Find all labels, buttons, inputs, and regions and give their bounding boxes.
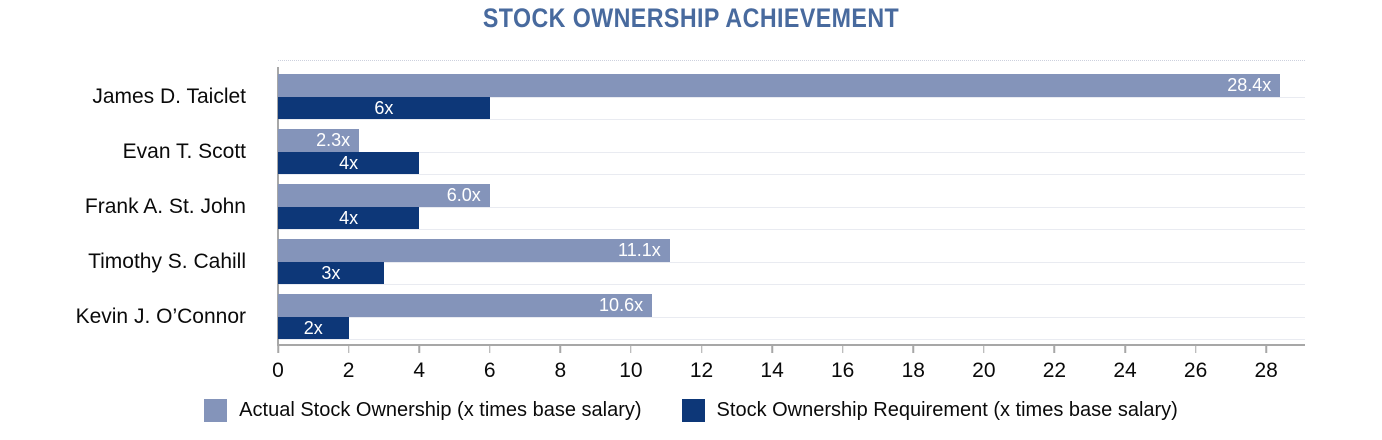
axis-tick-label: 8 bbox=[554, 359, 567, 382]
requirement-bar-slot: 3x bbox=[278, 261, 1305, 284]
actual-bar-slot: 28.4x bbox=[278, 74, 1305, 97]
axis-tick-label: 0 bbox=[272, 359, 284, 382]
requirement-bar: 3x bbox=[278, 261, 384, 284]
bar-rows: 28.4x 6x 2.3x 4x 6.0x 4x 11.1x 3x 10.6x 2x bbox=[278, 69, 1305, 344]
bar-value-label: 4x bbox=[339, 152, 359, 173]
axis-tick-label: 4 bbox=[413, 359, 425, 382]
chart-title-text: STOCK OWNERSHIP ACHIEVEMENT bbox=[482, 3, 900, 33]
bar-row: 6.0x 4x bbox=[278, 179, 1305, 234]
bar-value-label: 4x bbox=[339, 207, 359, 228]
bar-value-label: 6x bbox=[374, 97, 394, 118]
axis-tick-mark bbox=[1265, 344, 1267, 353]
legend-item: Actual Stock Ownership (x times base sal… bbox=[204, 399, 642, 422]
bar-row: 2.3x 4x bbox=[278, 124, 1305, 179]
actual-bar-slot: 11.1x bbox=[278, 239, 1305, 262]
bar-value-label: 6.0x bbox=[446, 185, 481, 205]
bar-value-label: 10.6x bbox=[599, 295, 644, 315]
bar-value-label: 2.3x bbox=[316, 130, 351, 150]
axis-tick-mark bbox=[277, 344, 279, 353]
axis-tick-label: 10 bbox=[619, 359, 643, 382]
category-label: Timothy S. Cahill bbox=[88, 249, 246, 273]
axis-tick-mark bbox=[630, 344, 632, 353]
bar-value-label: 11.1x bbox=[618, 240, 661, 260]
actual-bar: 6.0x bbox=[278, 184, 490, 207]
chart-title: STOCK OWNERSHIP ACHIEVEMENT bbox=[0, 3, 1382, 34]
axis-tick-label: 22 bbox=[1042, 359, 1067, 382]
axis-tick-mark bbox=[912, 344, 914, 353]
requirement-bar: 4x bbox=[278, 206, 420, 229]
bar-value-label: 3x bbox=[321, 262, 341, 283]
bar-row: 11.1x 3x bbox=[278, 234, 1305, 289]
requirement-bar-slot: 4x bbox=[278, 151, 1305, 174]
actual-bar-slot: 2.3x bbox=[278, 129, 1305, 152]
axis-tick-label: 6 bbox=[483, 359, 496, 382]
bar-value-label: 2x bbox=[303, 317, 323, 338]
axis-tick-mark bbox=[1124, 344, 1126, 353]
category-label: Evan T. Scott bbox=[122, 139, 246, 163]
requirement-bar-slot: 6x bbox=[278, 96, 1305, 119]
axis-tick-label: 20 bbox=[972, 359, 996, 382]
legend-item: Stock Ownership Requirement (x times bas… bbox=[681, 399, 1178, 422]
axis-tick-mark bbox=[489, 344, 491, 353]
axis-tick-label: 26 bbox=[1183, 359, 1208, 382]
actual-legend-swatch bbox=[204, 399, 228, 422]
axis-tick-mark bbox=[700, 344, 703, 353]
legend-label: Stock Ownership Requirement (x times bas… bbox=[716, 399, 1178, 421]
requirement-bar-slot: 4x bbox=[278, 206, 1305, 229]
actual-bar-slot: 10.6x bbox=[278, 294, 1305, 317]
axis-tick-mark bbox=[1053, 344, 1056, 353]
category-label: Kevin J. O’Connor bbox=[75, 304, 246, 328]
requirement-bar: 6x bbox=[278, 96, 490, 119]
value-axis-line bbox=[277, 344, 1305, 346]
axis-tick-mark bbox=[347, 344, 350, 353]
category-label: James D. Taiclet bbox=[92, 84, 246, 108]
category-axis-labels: James D. Taiclet Evan T. Scott Frank A. St… bbox=[0, 69, 262, 344]
axis-tick-label: 24 bbox=[1113, 359, 1137, 382]
category-label: Frank A. St. John bbox=[84, 194, 246, 218]
actual-bar: 11.1x bbox=[278, 239, 670, 262]
bar-row: 28.4x 6x bbox=[278, 69, 1305, 124]
axis-tick-mark bbox=[559, 344, 562, 353]
category-axis-line bbox=[277, 67, 279, 344]
actual-bar: 2.3x bbox=[278, 129, 360, 152]
axis-tick-label: 18 bbox=[901, 359, 925, 382]
bar-value-label: 28.4x bbox=[1227, 75, 1272, 95]
requirement-legend-swatch bbox=[681, 399, 705, 422]
plot-top-border bbox=[278, 60, 1305, 61]
axis-tick-mark bbox=[418, 344, 420, 353]
axis-tick-mark bbox=[841, 344, 844, 353]
axis-tick-label: 14 bbox=[760, 359, 784, 382]
actual-bar-slot: 6.0x bbox=[278, 184, 1305, 207]
axis-tick-mark bbox=[1194, 344, 1197, 353]
axis-tick-label: 16 bbox=[830, 359, 855, 382]
actual-bar: 10.6x bbox=[278, 294, 653, 317]
axis-tick-label: 2 bbox=[342, 359, 355, 382]
axis-tick-label: 12 bbox=[689, 359, 714, 382]
legend-label: Actual Stock Ownership (x times base sal… bbox=[239, 399, 642, 421]
requirement-bar: 4x bbox=[278, 151, 420, 174]
requirement-bar: 2x bbox=[278, 316, 349, 339]
axis-tick-mark bbox=[771, 344, 773, 353]
requirement-bar-slot: 2x bbox=[278, 316, 1305, 339]
axis-tick-label: 28 bbox=[1254, 359, 1278, 382]
bar-row: 10.6x 2x bbox=[278, 289, 1305, 344]
actual-bar: 28.4x bbox=[278, 74, 1281, 97]
axis-tick-mark bbox=[983, 344, 985, 353]
legend: Actual Stock Ownership (x times base sal… bbox=[0, 399, 1382, 422]
